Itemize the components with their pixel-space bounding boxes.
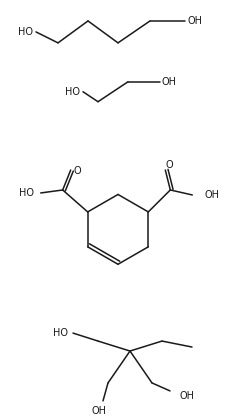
Text: OH: OH [162,77,177,87]
Text: HO: HO [19,188,34,198]
Text: HO: HO [18,27,33,37]
Text: OH: OH [204,190,219,200]
Text: OH: OH [180,391,195,401]
Text: O: O [74,166,81,176]
Text: OH: OH [92,406,107,416]
Text: HO: HO [53,328,67,338]
Text: O: O [166,160,173,170]
Text: HO: HO [65,87,80,97]
Text: OH: OH [187,16,202,26]
